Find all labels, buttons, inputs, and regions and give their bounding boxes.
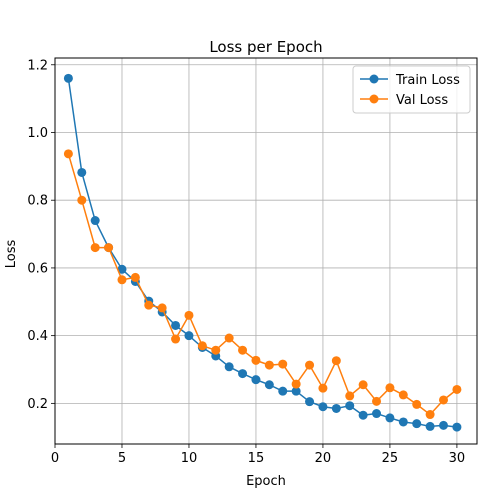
val-loss-point: [130, 272, 140, 282]
train-loss-point: [184, 331, 194, 341]
legend-box: [352, 65, 471, 114]
train-loss-point: [372, 409, 382, 419]
val-loss-point: [372, 396, 382, 406]
val-loss-point: [264, 360, 274, 370]
y-axis-label: Loss: [4, 240, 19, 269]
series-layer: [63, 73, 462, 432]
y-tick-label: 1.2: [27, 58, 48, 73]
train-loss-point: [385, 413, 395, 423]
legend-marker-val: [369, 94, 379, 104]
train-loss-point: [171, 320, 181, 330]
train-loss-point: [224, 362, 234, 372]
val-loss-point: [331, 356, 341, 366]
val-loss-point: [425, 410, 435, 420]
chart-title: Loss per Epoch: [209, 38, 322, 56]
x-tick-label: 10: [181, 451, 198, 466]
y-tick-label: 1.0: [27, 126, 48, 141]
val-loss-point: [238, 345, 248, 355]
train-loss-point: [412, 419, 422, 429]
train-loss-point: [117, 264, 127, 274]
val-loss-point: [278, 359, 288, 369]
x-axis-label: Epoch: [246, 474, 286, 489]
val-loss-point: [318, 383, 328, 393]
legend-label-train: Train Loss: [395, 73, 460, 88]
val-loss-point: [184, 310, 194, 320]
legend-marker-train: [369, 74, 379, 84]
train-loss-point: [251, 375, 261, 385]
val-loss-point: [77, 195, 87, 205]
val-loss-point: [144, 300, 154, 310]
val-loss-point: [224, 333, 234, 343]
train-loss-point: [439, 420, 449, 430]
train-loss-point: [331, 403, 341, 413]
val-loss-point: [385, 383, 395, 393]
train-loss-point: [63, 73, 73, 83]
val-loss-point: [358, 380, 368, 390]
y-tick-label: 0.2: [27, 397, 48, 412]
val-loss-point: [171, 334, 181, 344]
y-tick-label: 0.6: [27, 261, 48, 276]
x-tick-label: 20: [315, 451, 332, 466]
val-loss-point: [117, 275, 127, 285]
train-loss-point: [425, 421, 435, 431]
legend-label-val: Val Loss: [396, 93, 448, 108]
train-loss-point: [358, 410, 368, 420]
train-loss-point: [398, 417, 408, 427]
train-loss-point: [305, 397, 315, 407]
val-loss-point: [63, 149, 73, 159]
train-loss-point: [452, 422, 462, 432]
val-loss-point: [452, 384, 462, 394]
legend: Train Loss Val Loss: [352, 65, 471, 114]
val-loss-point: [345, 391, 355, 401]
train-loss-point: [77, 167, 87, 177]
grid: [54, 58, 477, 444]
train-loss-point: [345, 401, 355, 411]
axes: 0 5 10 15 20 25 30 0.2 0.4 0.6 0.8 1.0 1.2: [27, 58, 465, 466]
val-loss-point: [305, 360, 315, 370]
val-loss-point: [157, 303, 167, 313]
val-loss-point: [211, 345, 221, 355]
train-loss-point: [264, 380, 274, 390]
val-loss-point: [398, 390, 408, 400]
train-loss-point: [318, 402, 328, 412]
x-tick-label: 15: [248, 451, 265, 466]
x-tick-label: 0: [51, 451, 59, 466]
train-loss-point: [278, 386, 288, 396]
y-tick-label: 0.8: [27, 194, 48, 209]
train-loss-point: [238, 369, 248, 379]
x-tick-label: 5: [118, 451, 126, 466]
val-loss-point: [291, 379, 301, 389]
train-loss-point: [291, 386, 301, 396]
plot-frame: [54, 57, 478, 445]
train-loss-point: [90, 216, 100, 226]
val-loss-point: [251, 355, 261, 365]
val-loss-point: [104, 243, 114, 253]
val-loss-point: [90, 243, 100, 253]
val-loss-point: [439, 395, 449, 405]
val-loss-point: [412, 399, 422, 409]
val-loss-point: [197, 341, 207, 351]
y-tick-label: 0.4: [27, 329, 48, 344]
x-tick-label: 25: [382, 451, 399, 466]
x-tick-label: 30: [449, 451, 466, 466]
